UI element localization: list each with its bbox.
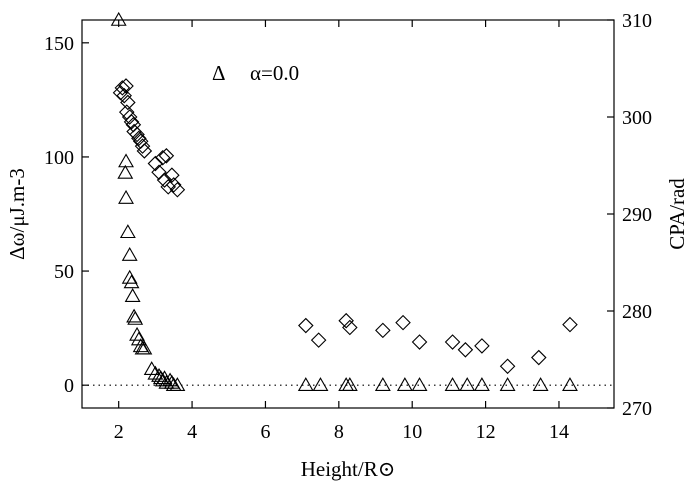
triangle-point <box>143 361 160 376</box>
triangle-point <box>169 377 186 391</box>
diamond-point <box>338 312 354 329</box>
triangle-point <box>123 274 140 289</box>
diamond-point <box>342 319 358 336</box>
diamond-point <box>298 317 314 334</box>
diamond-point <box>120 94 136 111</box>
y-right-tick-label: 290 <box>622 204 652 226</box>
diamond-point <box>165 177 182 193</box>
diamond-point <box>156 172 173 188</box>
triangle-point <box>121 246 138 261</box>
diamond-point <box>395 314 411 331</box>
y-right-tick-label: 270 <box>622 398 652 420</box>
legend: Δ α=0.0 <box>212 61 299 85</box>
triangle-point <box>532 377 549 391</box>
diamond-point <box>129 126 145 143</box>
diamond-point <box>114 80 131 96</box>
y-left-tick-label: 150 <box>44 33 74 55</box>
triangle-point <box>130 331 147 346</box>
triangle-point <box>126 308 143 323</box>
diamond-point <box>121 109 138 125</box>
triangle-point <box>119 224 136 239</box>
y-right-tick-label: 280 <box>622 301 652 323</box>
diamond-point <box>131 130 147 147</box>
triangle-point <box>118 189 134 204</box>
triangle-point <box>312 377 329 391</box>
triangle-point <box>562 377 578 391</box>
triangle-point <box>444 377 461 391</box>
diamond-point <box>375 322 391 339</box>
x-axis-label: Height/R⊙ <box>301 457 396 481</box>
y-axis-left-label: Δω/μJ.m-3 <box>5 168 29 260</box>
triangle-point <box>124 288 141 302</box>
triangle-point <box>499 377 516 391</box>
y-left-tick-label: 50 <box>54 261 74 283</box>
diamond-point <box>474 338 490 354</box>
x-tick-label: 4 <box>187 421 197 443</box>
diamond-point <box>169 181 186 198</box>
diamond-point <box>154 149 171 166</box>
triangle-point <box>147 365 164 380</box>
diamond-point <box>134 138 151 154</box>
diamond-point <box>118 78 134 94</box>
diamond-point <box>457 342 474 358</box>
x-tick-label: 8 <box>334 421 344 443</box>
y-right-tick-label: 300 <box>622 107 652 129</box>
x-tick-label: 10 <box>402 421 422 443</box>
triangle-point <box>121 269 138 284</box>
triangle-point <box>127 310 144 325</box>
diamond-point <box>116 87 132 104</box>
x-tick-label: 6 <box>260 421 270 443</box>
triangle-point <box>374 377 391 391</box>
legend-marker: Δ <box>212 61 226 85</box>
triangle-point <box>396 377 413 391</box>
diamond-point <box>160 179 176 195</box>
x-tick-label: 2 <box>114 421 124 443</box>
triangle-point <box>117 164 134 179</box>
plot-area-frame <box>81 19 615 409</box>
diamond-point <box>147 155 164 172</box>
diamond-point <box>499 358 516 375</box>
diamond-point <box>158 148 175 164</box>
diamond-point <box>310 332 327 348</box>
triangle-point <box>297 377 314 391</box>
legend-label: α=0.0 <box>250 61 299 85</box>
triangle-point <box>110 11 127 26</box>
triangle-point <box>129 326 145 341</box>
x-tick-label: 12 <box>476 421 496 443</box>
triangle-point <box>473 377 490 391</box>
y-axis-right-label: CPA/rad <box>665 178 689 250</box>
diamond-point <box>562 316 578 333</box>
triangle-point <box>136 340 153 355</box>
diamond-point <box>123 114 140 130</box>
y-left-tick-label: 0 <box>64 375 74 397</box>
diamond-point <box>444 334 461 350</box>
diamond-point <box>411 334 428 350</box>
y-left-tick-label: 100 <box>44 147 74 169</box>
diamond-point <box>136 143 153 159</box>
data-marks <box>110 11 578 391</box>
triangle-point <box>411 377 428 391</box>
y-right-tick-label: 310 <box>622 10 652 32</box>
triangle-point <box>118 153 134 168</box>
axis-ticks: 2 4 6 8 10 12 14 0 50 100 150 270 280 290 300 310 <box>44 10 652 443</box>
diamond-point <box>164 167 180 183</box>
diamond-point <box>531 349 547 366</box>
triangle-point <box>459 377 476 391</box>
triangle-point <box>341 377 358 391</box>
x-tick-label: 14 <box>549 421 569 443</box>
